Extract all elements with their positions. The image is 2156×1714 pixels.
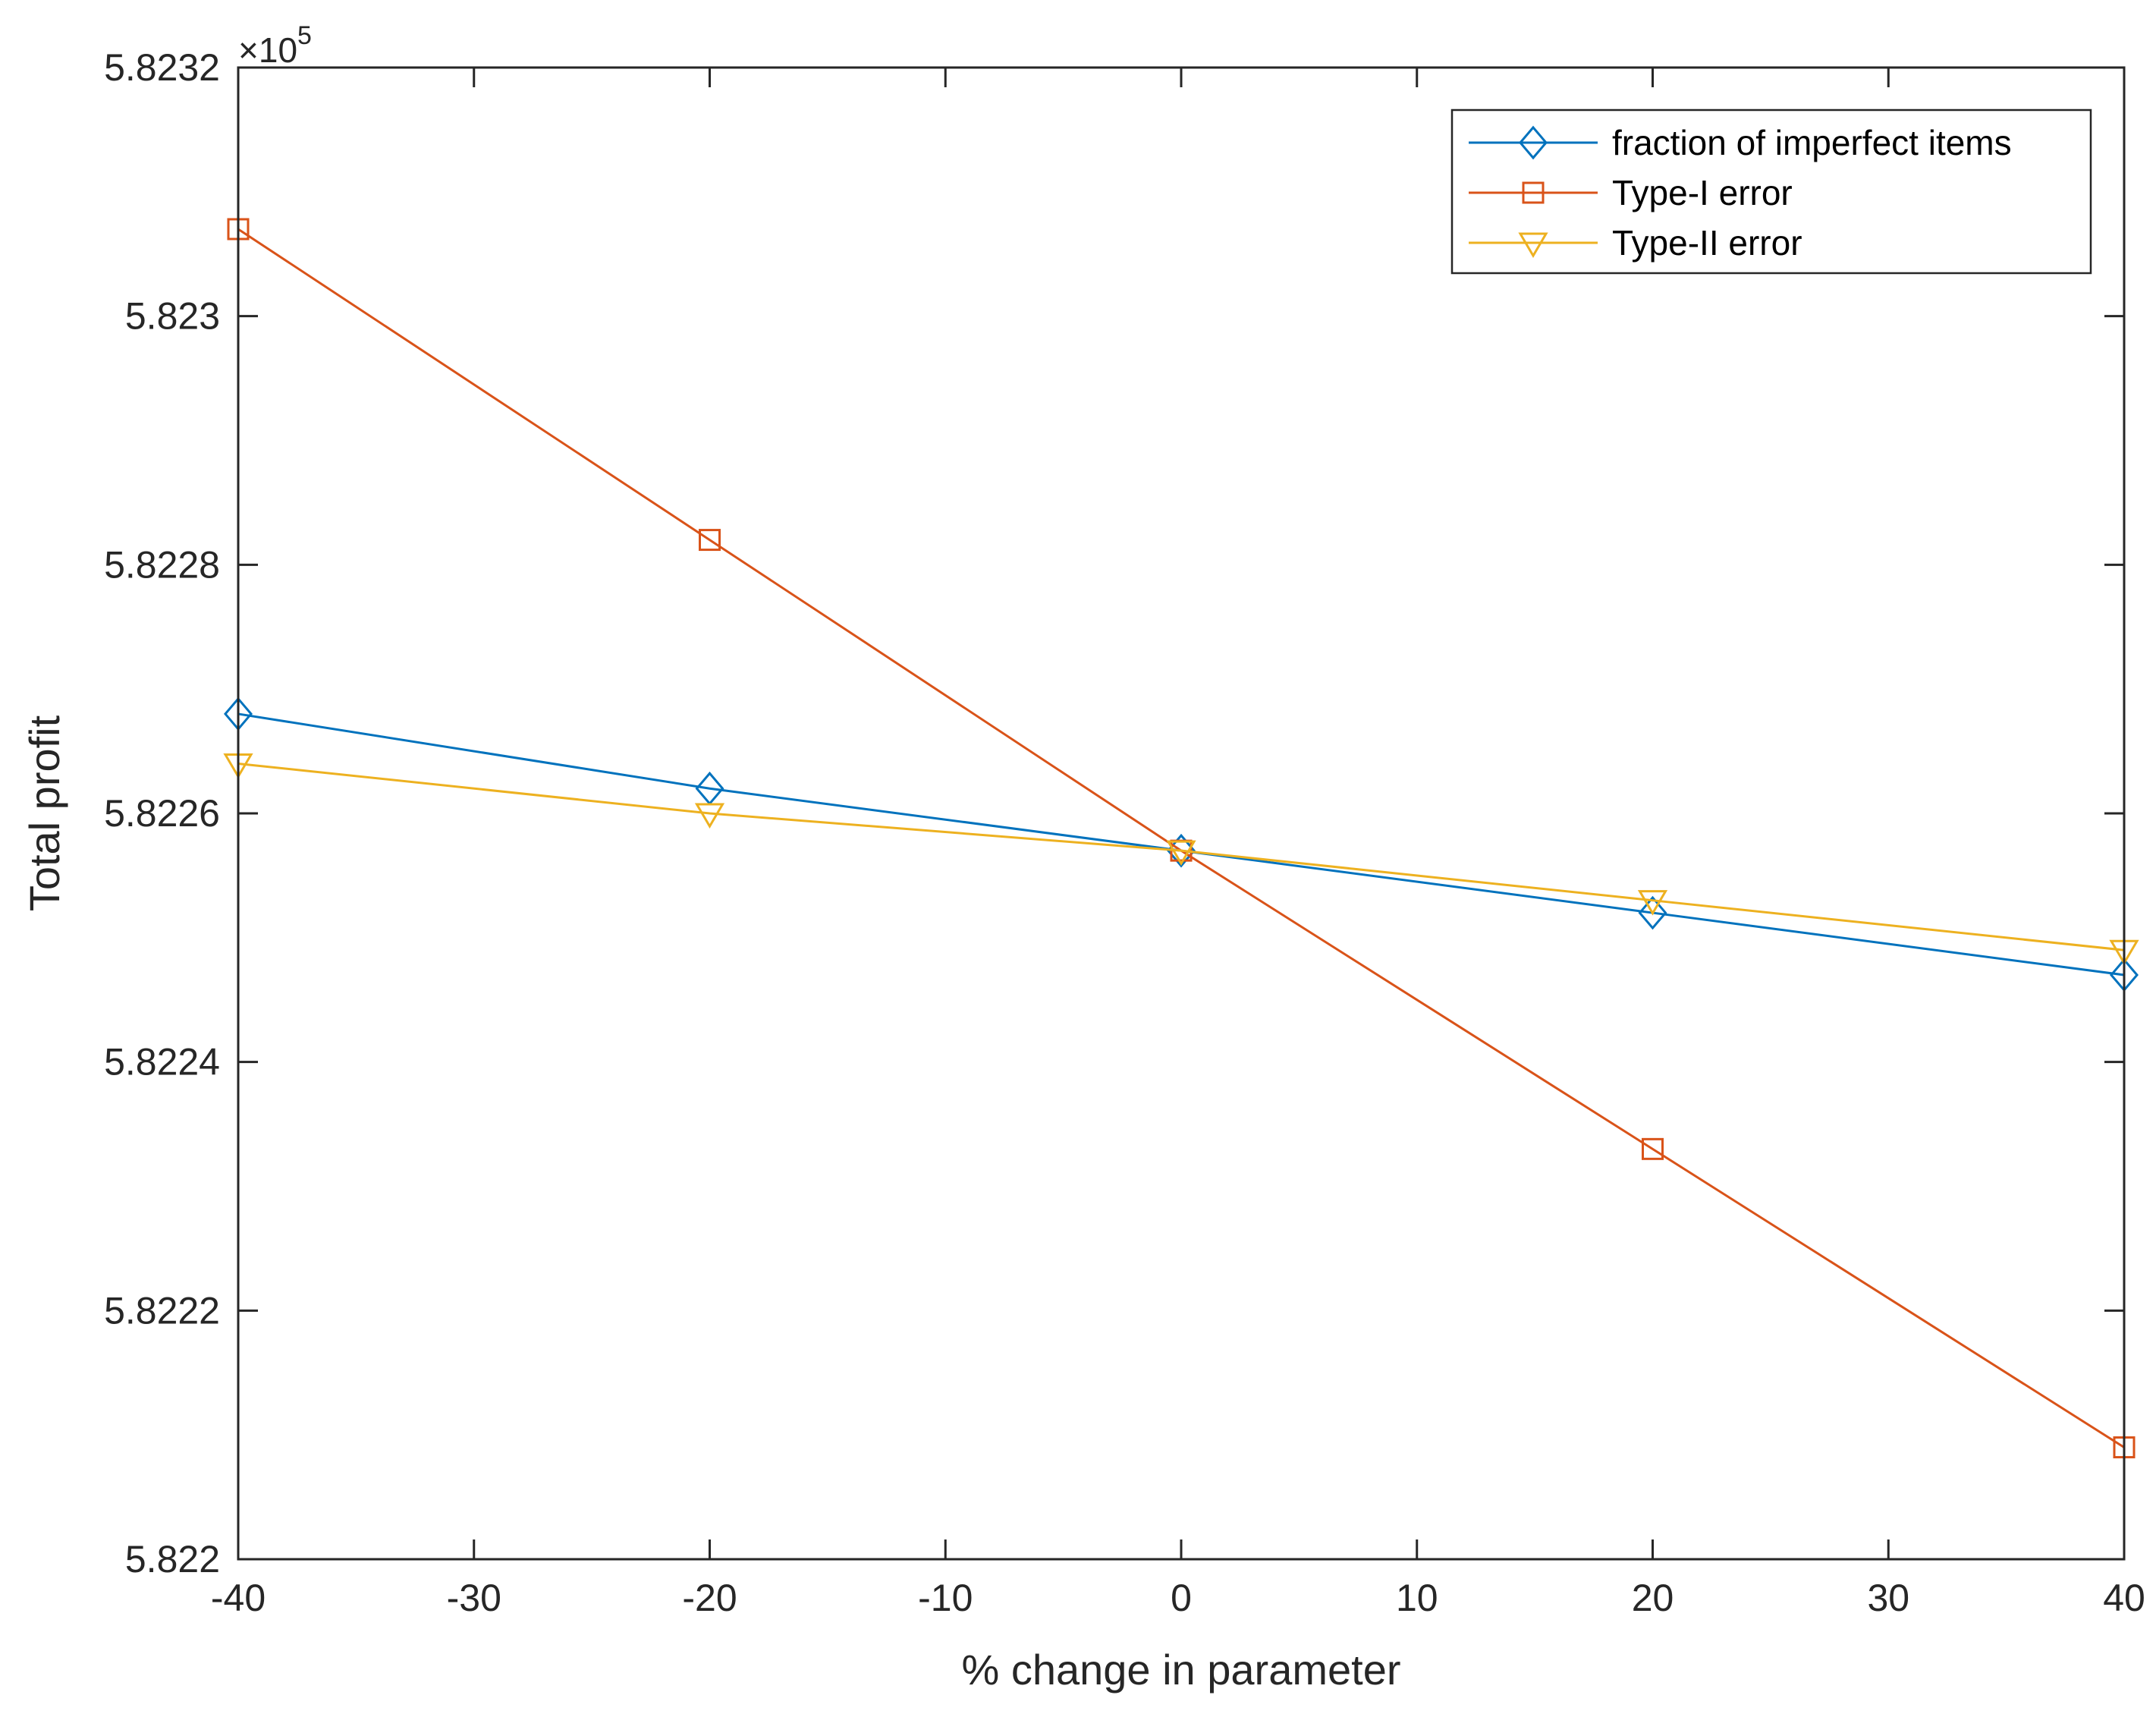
x-tick-label: -20	[682, 1577, 737, 1619]
series-line	[237, 762, 2125, 951]
legend: fraction of imperfect items Type-I error T…	[1450, 109, 2092, 275]
x-tick-label: -40	[211, 1577, 266, 1619]
data-point-marker	[1638, 895, 1667, 930]
data-point-marker	[699, 529, 721, 552]
legend-item: fraction of imperfect items	[1469, 123, 2012, 162]
x-tick-label: 10	[1396, 1577, 1438, 1619]
y-tick-label: 5.8224	[104, 1041, 220, 1083]
x-tick-label: 40	[2103, 1577, 2145, 1619]
y-tick-label: 5.8228	[104, 543, 220, 586]
x-tick-label: -30	[447, 1577, 501, 1619]
axis-labels: -40 -30 -20 -10 0 10 20 30 40 5.822 5.8222 5.8224 5.…	[104, 46, 2145, 1619]
y-axis-multiplier: ×105	[238, 21, 312, 70]
x-tick-label: 20	[1632, 1577, 1674, 1619]
x-tick-label: -10	[918, 1577, 973, 1619]
data-point-marker	[694, 803, 725, 829]
y-tick-label: 5.823	[125, 295, 220, 338]
data-point-marker	[1166, 840, 1196, 866]
y-axis-multiplier-exponent: 5	[297, 21, 312, 50]
legend-marker-sample	[1522, 181, 1545, 204]
plot-area-background	[238, 68, 2124, 1559]
legend-label: fraction of imperfect items	[1612, 123, 2012, 162]
legend-label: Type-II error	[1612, 223, 1802, 263]
y-axis-title: Total profit	[20, 715, 68, 911]
plot-area-border	[237, 66, 2126, 1561]
legend-marker-sample	[1518, 232, 1548, 258]
y-axis-multiplier-base: ×10	[238, 30, 297, 70]
data-point-marker	[1637, 890, 1668, 916]
legend-label: Type-I error	[1612, 173, 1793, 212]
y-tick-label: 5.822	[125, 1538, 220, 1580]
y-tick-label: 5.8232	[104, 46, 220, 89]
data-point-marker	[1642, 1137, 1664, 1160]
x-axis-title: % change in parameter	[961, 1646, 1400, 1694]
legend-item: Type-II error	[1469, 223, 1802, 263]
y-tick-label: 5.8226	[104, 792, 220, 835]
x-tick-label: 0	[1171, 1577, 1192, 1619]
series-group	[223, 218, 2139, 1459]
legend-item: Type-I error	[1469, 173, 1793, 212]
y-tick-label: 5.8222	[104, 1289, 220, 1332]
legend-marker-sample	[1519, 125, 1548, 160]
x-tick-label: 30	[1867, 1577, 1909, 1619]
